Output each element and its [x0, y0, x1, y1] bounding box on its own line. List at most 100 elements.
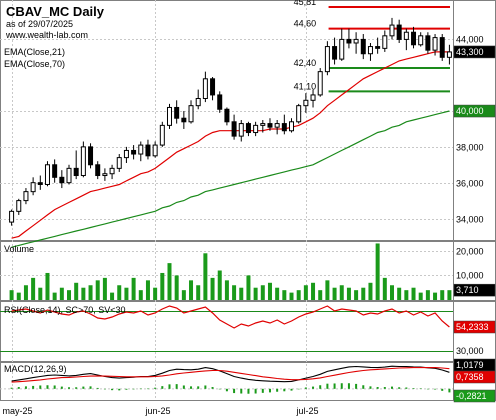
macd-histogram-bar [355, 383, 358, 389]
macd-histogram-bar [369, 386, 372, 389]
price-bar-body [159, 124, 165, 146]
price-bar [339, 28, 345, 61]
price-bar-body [202, 78, 208, 100]
price-bar [123, 146, 129, 163]
macd-histogram-bar [283, 388, 286, 392]
price-bar [446, 44, 452, 65]
volume-bar [311, 282, 316, 300]
volume-bar [332, 287, 337, 300]
volume-bar [31, 277, 36, 300]
volume-bar [411, 287, 416, 300]
price-bar-body [59, 176, 65, 184]
price-bar-body [109, 167, 115, 175]
price-bar [432, 34, 438, 56]
price-bar-body [224, 108, 230, 123]
current-volume-tag: 3,710 [456, 285, 479, 295]
macd-histogram-bar [383, 387, 386, 389]
level-label: 44,60 [294, 19, 317, 29]
volume-bar [16, 292, 21, 300]
macd-histogram-bar [211, 387, 214, 389]
volume-bar [275, 287, 280, 300]
price-bar-body [389, 24, 395, 37]
price-bar [317, 68, 323, 97]
macd-histogram-bar [276, 388, 279, 392]
price-bar [52, 159, 58, 183]
price-bar-body [432, 37, 438, 51]
price-bar [145, 139, 151, 160]
volume-bar [418, 292, 423, 300]
volume-bar [203, 253, 208, 300]
volume-y-tick-label: 10,000 [456, 271, 484, 281]
volume-bar [325, 280, 330, 300]
x-tick-label: jun-25 [145, 406, 171, 416]
price-bar-body [181, 117, 187, 123]
macd-histogram-bar [82, 386, 85, 389]
price-bar [411, 26, 417, 49]
price-bar [109, 164, 115, 180]
macd-histogram-bar [190, 386, 193, 389]
rsi-y-tick-label: 30,000 [456, 346, 484, 356]
volume-bar [260, 285, 265, 300]
price-bar-body [332, 46, 338, 60]
price-bar [88, 143, 94, 169]
ema21-line [11, 51, 450, 239]
level-label: 45,81 [294, 0, 317, 7]
price-bar [80, 141, 86, 178]
price-bar [181, 111, 187, 129]
macd-histogram-bar [333, 383, 336, 389]
price-bar-body [73, 167, 79, 177]
signal-value-tag-box [453, 370, 496, 384]
price-bar [131, 145, 137, 160]
price-bar-body [145, 144, 151, 157]
price-bar [382, 30, 388, 52]
volume-bar [95, 280, 100, 300]
price-bar-body [217, 94, 223, 110]
price-bar-body [353, 38, 359, 44]
macd-histogram-bar [390, 386, 393, 389]
volume-panel-title: Volume [4, 244, 34, 254]
volume-bar [117, 285, 122, 300]
macd-histogram-bar [405, 387, 408, 389]
volume-bar [45, 272, 50, 300]
volume-bar [181, 290, 186, 300]
volume-bar [361, 287, 366, 300]
macd-histogram-bar [75, 387, 78, 389]
price-bar [224, 107, 230, 126]
price-bar-body [9, 210, 15, 223]
price-bar [324, 41, 330, 76]
macd-histogram-bar [426, 388, 429, 390]
price-bar-body [303, 99, 309, 107]
price-bar [245, 121, 251, 137]
macd-histogram-bar [254, 388, 257, 394]
volume-bar [174, 275, 179, 300]
price-bar-body [382, 35, 388, 49]
volume-bar [145, 280, 150, 300]
price-bar [188, 100, 194, 124]
price-bar [95, 161, 101, 180]
price-bar-body [188, 105, 194, 123]
price-bar-body [439, 37, 445, 58]
macd-histogram-bar [89, 386, 92, 389]
price-bar [174, 100, 180, 124]
price-bar-body [274, 123, 280, 128]
rsi-panel-title: RSI(Close,14), SC>70, SV<30 [4, 305, 126, 315]
macd-histogram-bar [53, 385, 56, 389]
volume-bar [224, 280, 229, 300]
price-bar [375, 37, 381, 54]
macd-histogram-bar [347, 383, 350, 389]
volume-bar [440, 290, 445, 300]
ema70-line [11, 110, 450, 248]
macd-histogram-bar [182, 385, 185, 389]
volume-bar [397, 287, 402, 300]
macd-histogram-bar [204, 385, 207, 389]
price-bar [210, 77, 216, 101]
volume-bar [296, 290, 301, 300]
price-bar-body [375, 46, 381, 49]
macd-histogram-bar [60, 386, 63, 389]
price-bar-body [44, 164, 50, 185]
price-bar [389, 17, 395, 40]
volume-bar [138, 290, 143, 300]
macd-histogram-bar [118, 388, 121, 391]
price-bar [159, 121, 165, 147]
